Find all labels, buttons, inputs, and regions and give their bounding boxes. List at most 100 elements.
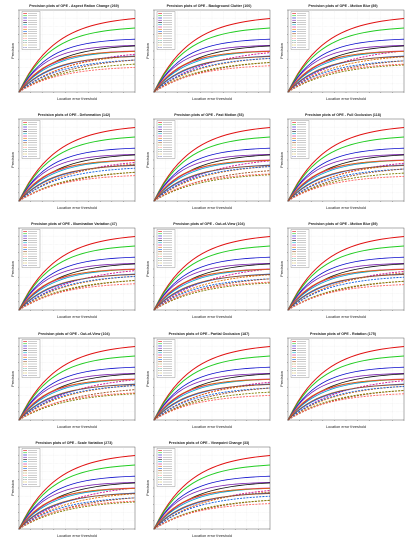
chart-panel: Precision plots of OPE - Deformation (14… (8, 113, 140, 219)
series-line (287, 165, 405, 202)
series-line (287, 127, 405, 202)
series-line (153, 379, 271, 421)
series-line (153, 38, 271, 93)
chart-svg: Location error threshold Precision (11, 446, 136, 538)
series-line (18, 45, 136, 93)
chart-title: Precision plots of OPE - Partial Occlusi… (168, 332, 250, 336)
chart-panel: Precision plots of OPE - Full Occlusion … (277, 113, 409, 219)
series-line-dashed (153, 173, 271, 202)
series-line-dashed (153, 166, 271, 202)
series-line-dashed (18, 389, 136, 421)
chart-svg: Location error threshold Precision (11, 9, 136, 101)
series-line (18, 366, 136, 421)
series-line-dashed (287, 280, 405, 311)
series-line (287, 51, 405, 93)
y-axis-label: Precision (146, 43, 150, 59)
series-line (18, 245, 136, 311)
series-line (153, 147, 271, 202)
legend-box (21, 229, 41, 268)
series-line-dashed (287, 385, 405, 421)
series-line (18, 56, 136, 93)
x-axis-label: Location error threshold (57, 425, 97, 429)
series-line (287, 147, 405, 202)
chart-panel: Precision plots of OPE - Aspect Ration C… (8, 4, 140, 110)
chart-title: Precision plots of OPE - Fast Motion (53… (174, 113, 244, 117)
series-line-dashed (153, 282, 271, 311)
x-axis-label: Location error threshold (57, 534, 97, 538)
series-line (18, 475, 136, 530)
series-line (18, 384, 136, 421)
series-line (153, 475, 271, 530)
legend-box (290, 120, 310, 159)
series-line (153, 256, 271, 311)
series-line-dashed (18, 280, 136, 311)
series-line (18, 464, 136, 530)
series-line-dashed (153, 62, 271, 93)
chart-panel: Precision plots of OPE - Illumination Va… (8, 222, 140, 328)
chart-title: Precision plots of OPE - Full Occlusion … (305, 113, 381, 117)
x-axis-label: Location error threshold (326, 315, 366, 319)
series-line-dashed (153, 495, 271, 530)
chart-title: Precision plots of OPE - Viewpoint Chang… (168, 441, 250, 445)
series-line-dashed (18, 497, 136, 530)
x-axis-label: Location error threshold (192, 425, 232, 429)
series-line (287, 154, 405, 202)
series-line (153, 56, 271, 93)
series-line-dashed (18, 487, 136, 530)
chart-svg: Location error threshold Precision (11, 227, 136, 319)
legend-box (156, 229, 176, 268)
y-axis-label: Precision (146, 371, 150, 387)
chart-title: Precision plots of OPE - Deformation (14… (37, 113, 111, 117)
series-line-dashed (18, 63, 136, 93)
legend-box (21, 120, 41, 159)
chart-title: Precision plots of OPE - Motion Blur (89… (308, 4, 378, 8)
series-line-dashed (287, 280, 405, 311)
series-line (153, 127, 271, 202)
series-line-dashed (153, 499, 271, 530)
y-axis-label: Precision (146, 480, 150, 496)
series-line-dashed (287, 60, 405, 93)
series-line-dashed (18, 392, 136, 421)
series-line (153, 18, 271, 93)
series-line (287, 27, 405, 93)
series-line (287, 45, 405, 93)
series-line (287, 18, 405, 93)
series-line-dashed (18, 66, 136, 93)
series-line (18, 263, 136, 311)
legend-box (21, 11, 41, 50)
series-line-dashed (18, 171, 136, 202)
x-axis-label: Location error threshold (326, 425, 366, 429)
series-line-dashed (18, 163, 136, 202)
series-line (287, 256, 405, 311)
chart-svg: Location error threshold Precision (146, 9, 271, 101)
series-line (153, 384, 271, 421)
series-line (18, 355, 136, 421)
series-line (287, 366, 405, 421)
series-line (18, 27, 136, 93)
series-line-dashed (18, 493, 136, 530)
chart-title: Precision plots of OPE - Out-of-View (10… (38, 332, 110, 336)
y-axis-label: Precision (146, 152, 150, 168)
series-line (18, 256, 136, 311)
series-line-dashed (18, 393, 136, 421)
series-line (287, 38, 405, 93)
chart-svg: Location error threshold Precision (146, 446, 271, 538)
series-line (153, 366, 271, 421)
series-line-dashed (153, 278, 271, 311)
series-line (287, 274, 405, 311)
series-line-dashed (153, 491, 271, 530)
series-line-dashed (287, 64, 405, 93)
y-axis-label: Precision (280, 261, 284, 277)
series-line (153, 274, 271, 311)
chart-panel: Precision plots of OPE - Rotation (175) L… (277, 332, 409, 438)
series-line (153, 263, 271, 311)
series-line (18, 373, 136, 421)
chart-title: Precision plots of OPE - Motion Blur (89… (308, 222, 378, 226)
series-line-dashed (18, 171, 136, 202)
series-line (153, 245, 271, 311)
chart-panel: Precision plots of OPE - Fast Motion (53… (143, 113, 275, 219)
chart-panel: Precision plots of OPE - Motion Blur (89… (277, 4, 409, 110)
y-axis-label: Precision (11, 43, 15, 59)
series-line-dashed (18, 275, 136, 311)
series-line (153, 45, 271, 93)
